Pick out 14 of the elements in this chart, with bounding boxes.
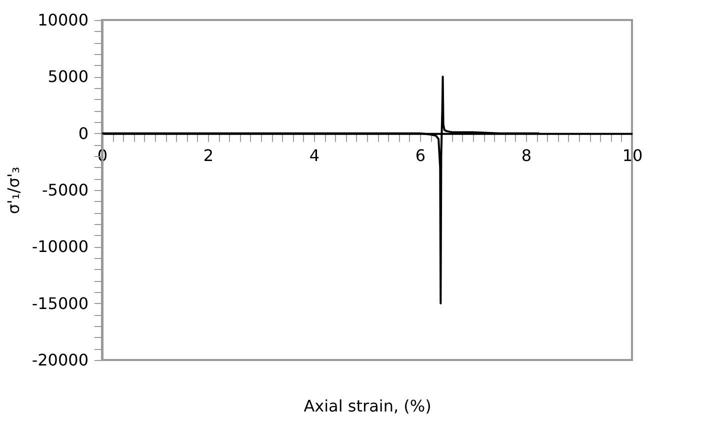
x-tick-label: 10 — [622, 146, 643, 165]
x-tick-label: 8 — [521, 146, 532, 165]
y-tick-label: -10000 — [32, 237, 88, 256]
x-tick-label: 4 — [309, 146, 320, 165]
x-tick-label: 6 — [415, 146, 426, 165]
x-tick-label: 2 — [203, 146, 214, 165]
x-axis-title: Axial strain, (%) — [304, 396, 432, 416]
y-tick-label: 5000 — [48, 67, 88, 86]
y-tick-label: 10000 — [38, 10, 88, 30]
y-tick-label: 0 — [78, 124, 88, 143]
y-tick-label: -20000 — [32, 350, 88, 370]
y-axis-title: σ'₁/σ'₃ — [4, 166, 23, 214]
y-tick-label: -5000 — [42, 180, 88, 200]
y-tick-label: -15000 — [32, 294, 88, 313]
